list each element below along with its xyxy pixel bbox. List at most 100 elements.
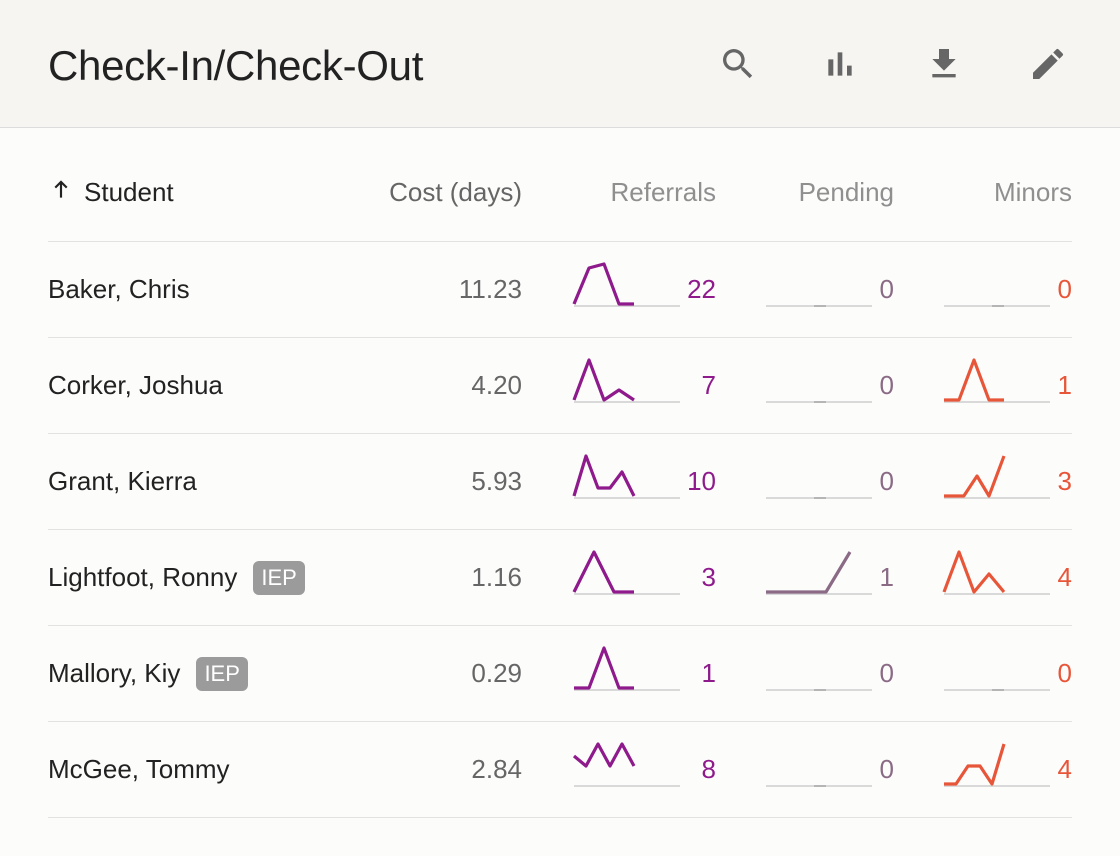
referrals-sparkline <box>572 454 680 499</box>
minors-sparkline <box>944 305 1050 307</box>
minors-cell: 0 <box>944 626 1072 721</box>
chart-button[interactable] <box>816 40 864 88</box>
minors-sparkline <box>944 358 1050 403</box>
column-header-student-label: Student <box>84 177 174 207</box>
student-name[interactable]: Baker, Chris <box>48 274 190 304</box>
pending-sparkline <box>766 401 872 403</box>
column-header-cost[interactable]: Cost (days) <box>389 177 522 207</box>
student-name[interactable]: McGee, Tommy <box>48 754 230 784</box>
pending-cell: 0 <box>766 626 894 721</box>
pending-count: 0 <box>879 274 894 304</box>
student-cell: Baker, Chris <box>48 242 348 337</box>
referrals-sparkline-line <box>572 550 634 594</box>
referrals-sparkline <box>574 646 680 691</box>
search-button[interactable] <box>714 40 762 88</box>
column-header-referrals[interactable]: Referrals <box>610 177 716 207</box>
minors-sparkline-line <box>944 358 1004 402</box>
student-cell: Grant, Kierra <box>48 434 348 529</box>
arrow-up-icon <box>48 176 74 209</box>
pending-count: 0 <box>879 754 894 784</box>
pending-count: 1 <box>879 562 894 592</box>
referrals-cell: 10 <box>572 434 716 529</box>
pending-count: 0 <box>879 658 894 688</box>
minors-count: 0 <box>1057 658 1072 688</box>
referrals-sparkline-line <box>574 646 634 690</box>
referrals-sparkline <box>572 358 680 403</box>
pending-cell: 1 <box>766 530 894 625</box>
minors-sparkline <box>944 743 1050 787</box>
referrals-cell: 3 <box>572 530 716 625</box>
referrals-cell: 22 <box>572 242 716 337</box>
student-table: Student Cost (days) Referrals Pending Mi… <box>48 144 1072 818</box>
cost-cell: 0.29 <box>471 658 522 688</box>
referrals-sparkline-line <box>572 454 636 497</box>
referrals-sparkline <box>572 262 680 307</box>
pending-count: 0 <box>879 466 894 496</box>
student-name[interactable]: Lightfoot, Ronny <box>48 562 238 592</box>
pending-cell: 0 <box>766 242 894 337</box>
download-icon <box>932 49 956 78</box>
student-name[interactable]: Corker, Joshua <box>48 370 223 400</box>
minors-cell: 1 <box>944 338 1072 433</box>
column-header-student[interactable]: Student <box>48 144 348 241</box>
referrals-count: 3 <box>701 562 716 592</box>
download-button[interactable] <box>920 40 968 88</box>
student-cell: Mallory, Kiy IEP <box>48 626 348 721</box>
pending-count: 0 <box>879 370 894 400</box>
minors-sparkline <box>942 550 1050 595</box>
table-row[interactable]: Corker, Joshua 4.20 7 0 1 <box>48 338 1072 434</box>
referrals-count: 8 <box>701 754 716 784</box>
minors-sparkline-line <box>944 455 1006 498</box>
search-icon <box>723 49 753 79</box>
table-header-row: Student Cost (days) Referrals Pending Mi… <box>48 144 1072 242</box>
edit-icon <box>1033 48 1064 79</box>
minors-sparkline-line <box>944 743 1006 786</box>
referrals-sparkline-line <box>572 262 634 306</box>
pending-cell: 0 <box>766 434 894 529</box>
minors-cell: 3 <box>944 434 1072 529</box>
edit-button[interactable] <box>1024 40 1072 88</box>
cost-cell: 4.20 <box>471 370 522 400</box>
pending-sparkline <box>766 689 872 691</box>
student-cell: Corker, Joshua <box>48 338 348 433</box>
referrals-sparkline <box>572 550 680 595</box>
referrals-cell: 1 <box>574 626 716 721</box>
pending-cell: 0 <box>766 338 894 433</box>
pending-sparkline <box>766 551 872 595</box>
minors-count: 3 <box>1057 466 1072 496</box>
referrals-count: 7 <box>701 370 716 400</box>
minors-count: 4 <box>1057 562 1072 592</box>
student-cell: Lightfoot, Ronny IEP <box>48 530 348 625</box>
student-name[interactable]: Grant, Kierra <box>48 466 197 496</box>
referrals-count: 10 <box>687 466 716 496</box>
table-row[interactable]: Mallory, Kiy IEP 0.29 1 0 0 <box>48 626 1072 722</box>
cost-cell: 2.84 <box>471 754 522 784</box>
cost-cell: 5.93 <box>471 466 522 496</box>
referrals-cell: 8 <box>572 722 716 817</box>
minors-sparkline <box>944 689 1050 691</box>
column-header-pending[interactable]: Pending <box>798 177 894 207</box>
student-name[interactable]: Mallory, Kiy <box>48 658 181 688</box>
cost-cell: 11.23 <box>458 274 522 304</box>
referrals-sparkline-line <box>572 358 635 402</box>
column-header-minors[interactable]: Minors <box>993 177 1072 207</box>
pending-sparkline <box>766 305 872 307</box>
referrals-count: 22 <box>687 274 716 304</box>
minors-sparkline-line <box>942 550 1006 594</box>
app-header: Check-In/Check-Out <box>0 0 1120 128</box>
pending-cell: 0 <box>766 722 894 817</box>
table-row[interactable]: Lightfoot, Ronny IEP 1.16 3 1 4 <box>48 530 1072 626</box>
iep-badge: IEP <box>196 656 248 691</box>
pending-sparkline <box>766 785 872 787</box>
iep-badge: IEP <box>253 560 305 595</box>
referrals-count: 1 <box>701 658 716 688</box>
table-row[interactable]: McGee, Tommy 2.84 8 0 4 <box>48 722 1072 818</box>
table-row[interactable]: Grant, Kierra 5.93 10 0 3 <box>48 434 1072 530</box>
page-title: Check-In/Check-Out <box>48 42 424 89</box>
minors-cell: 4 <box>942 530 1072 625</box>
pending-sparkline <box>766 497 872 499</box>
minors-cell: 0 <box>944 242 1072 337</box>
minors-count: 1 <box>1057 370 1072 400</box>
student-cell: McGee, Tommy <box>48 722 348 817</box>
table-row[interactable]: Baker, Chris 11.23 22 0 0 <box>48 242 1072 338</box>
